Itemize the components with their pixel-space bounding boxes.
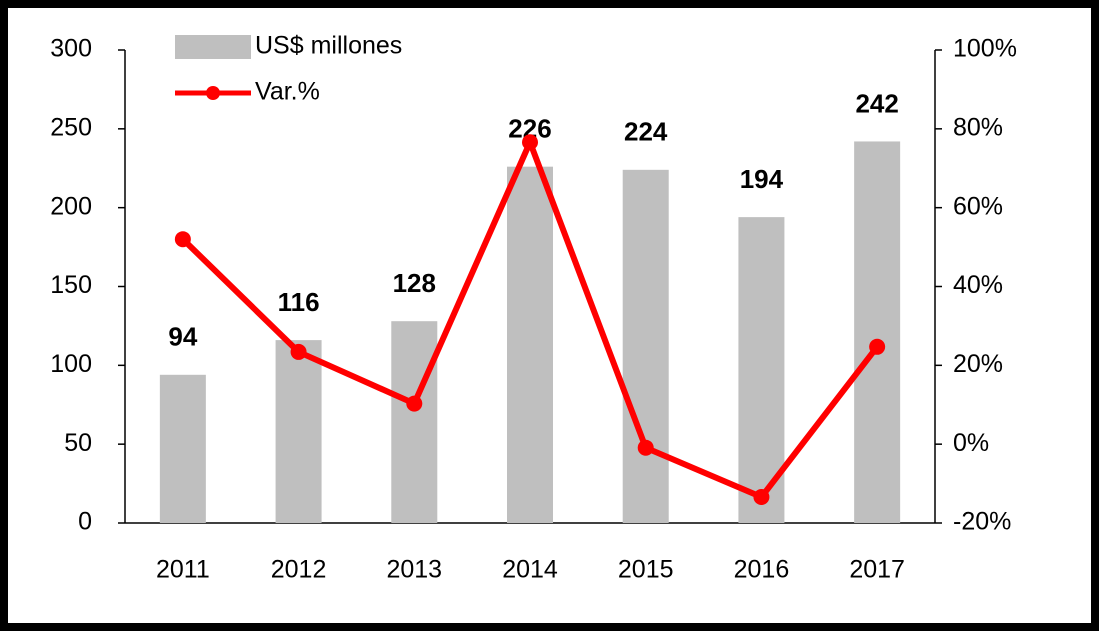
data-label: 224 [624, 117, 668, 147]
data-label: 194 [740, 164, 784, 194]
legend-marker [206, 86, 220, 100]
y-tick-label: 0 [78, 508, 92, 536]
x-tick-label: 2016 [734, 556, 790, 584]
data-label: 94 [168, 322, 197, 352]
legend-swatch [175, 35, 251, 59]
y2-tick-label: 100% [953, 35, 1017, 63]
y-tick-label: 250 [50, 113, 92, 141]
y-tick-label: 100 [50, 350, 92, 378]
y-tick-label: 300 [50, 35, 92, 63]
bar [275, 340, 322, 523]
x-tick-label: 2017 [849, 556, 905, 584]
line-marker [869, 338, 886, 355]
line-marker [637, 439, 654, 456]
legend-label: Var.% [255, 78, 320, 106]
line-marker [290, 343, 307, 360]
line-marker [174, 231, 191, 248]
x-tick-label: 2013 [386, 556, 442, 584]
bar [391, 321, 438, 523]
y-tick-label: 150 [50, 271, 92, 299]
y-tick-label: 200 [50, 192, 92, 220]
data-label: 242 [855, 88, 898, 118]
y2-tick-label: 80% [953, 113, 1003, 141]
x-tick-label: 2011 [156, 556, 210, 584]
bar [507, 166, 553, 523]
bar [159, 374, 206, 523]
y2-tick-label: 0% [953, 429, 989, 457]
bar [622, 169, 669, 523]
y2-tick-label: 40% [953, 271, 1003, 299]
y2-tick-label: 60% [953, 192, 1003, 220]
x-tick-label: 2014 [502, 556, 558, 584]
data-label: 128 [393, 268, 436, 298]
line-marker [406, 395, 423, 412]
bar [854, 141, 901, 524]
line-marker [753, 488, 770, 505]
legend-label: US$ millones [255, 32, 402, 60]
y-tick-label: 50 [64, 429, 92, 457]
bar [738, 217, 785, 524]
x-tick-label: 2012 [271, 556, 327, 584]
y2-tick-label: 20% [953, 350, 1003, 378]
data-label: 116 [278, 287, 320, 317]
line-marker [522, 134, 538, 151]
y2-tick-label: -20% [953, 508, 1011, 536]
x-tick-label: 2015 [618, 556, 674, 584]
